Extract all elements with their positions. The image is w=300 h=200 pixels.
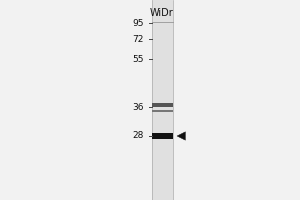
Polygon shape xyxy=(177,132,185,140)
Bar xyxy=(152,110,172,112)
Text: WiDr: WiDr xyxy=(149,8,173,18)
Text: 55: 55 xyxy=(133,54,144,64)
Text: 28: 28 xyxy=(133,132,144,140)
Bar xyxy=(152,103,172,107)
Bar xyxy=(152,0,172,200)
Bar xyxy=(152,133,172,139)
Text: 36: 36 xyxy=(133,102,144,112)
Text: 95: 95 xyxy=(133,19,144,27)
Text: 72: 72 xyxy=(133,34,144,44)
